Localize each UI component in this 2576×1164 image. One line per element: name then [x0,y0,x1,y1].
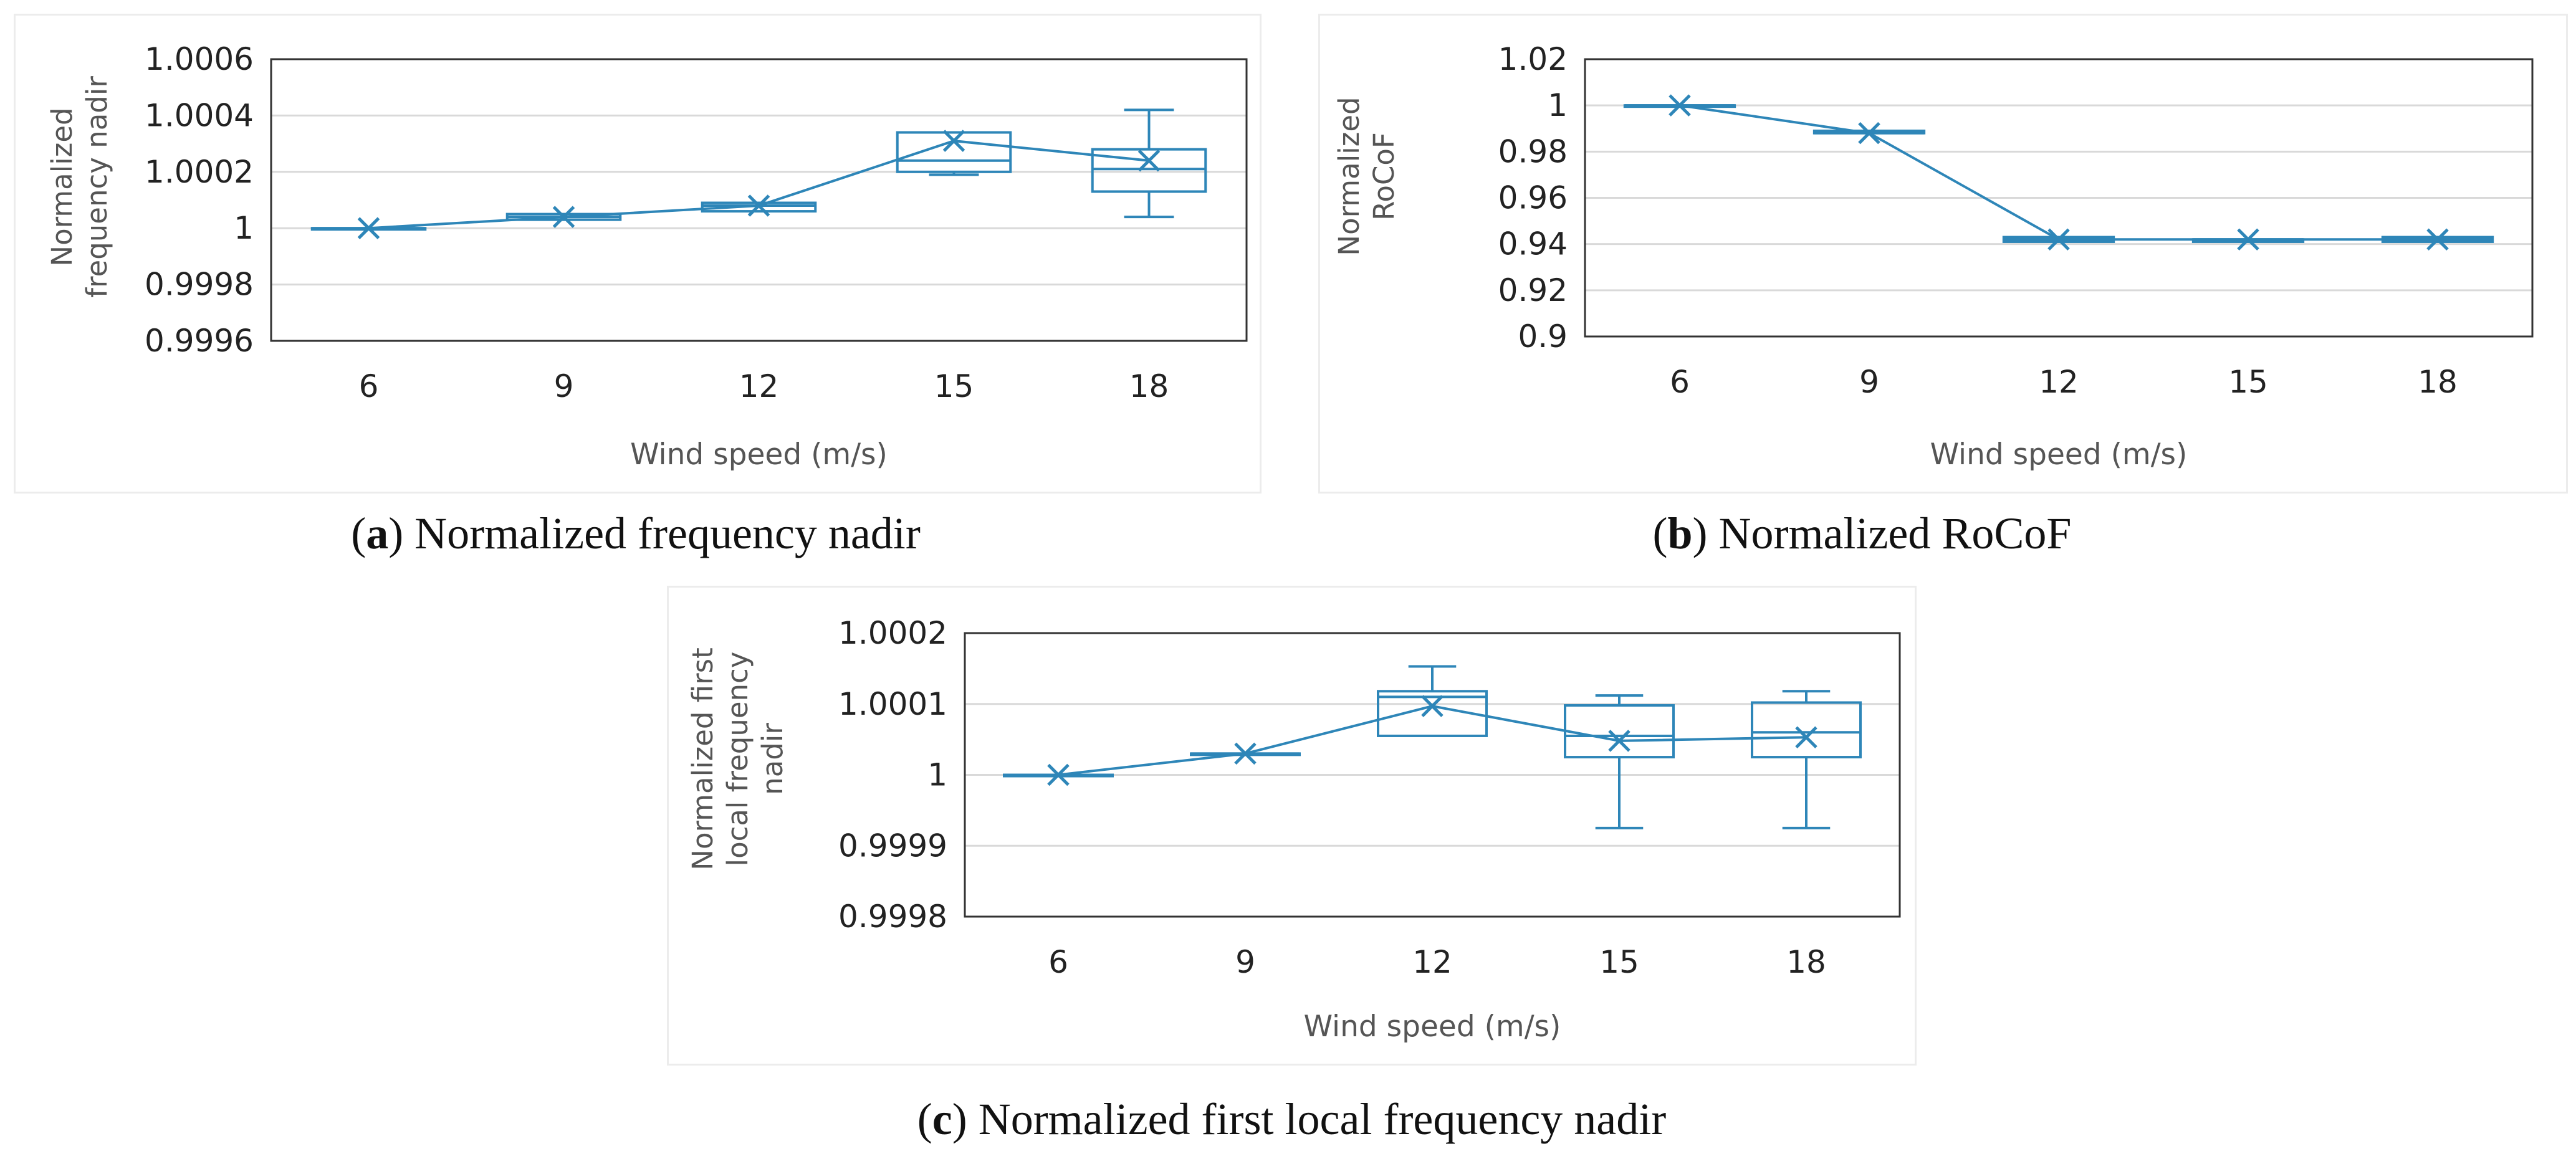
mean-marker [1608,730,1630,752]
y-tick-label: 1.02 [1498,41,1568,77]
box [1377,690,1488,737]
x-tick-label: 15 [2228,364,2268,400]
x-tick-label: 9 [554,368,574,404]
x-axis-label: Wind speed (m/s) [1304,1009,1561,1044]
y-axis-label-line: nadir [756,723,789,795]
x-tick-label: 12 [2039,364,2079,400]
plot-frame [270,58,1248,342]
caption-c-letter: c [932,1094,952,1144]
mean-marker [1047,763,1070,786]
caption-b-text: Normalized RoCoF [1707,508,2072,558]
y-tick-label: 0.94 [1498,226,1568,262]
y-tick-label: 1.0002 [838,615,947,651]
mean-marker [1137,149,1161,172]
mean-marker [2426,228,2449,251]
mean-line [1058,705,1807,776]
caption-a-letter: a [366,508,389,558]
x-tick-label: 18 [1786,944,1826,980]
y-tick-label: 0.9998 [838,899,947,935]
mean-marker [552,206,575,228]
caption-b: (b) Normalized RoCoF [1652,508,2072,558]
y-axis-label: Normalizedfrequency nadir [45,76,113,298]
y-tick-label: 1 [1548,87,1568,123]
mean-marker [1858,122,1880,145]
y-axis-label: Normalized firstlocal frequencynadir [686,647,789,870]
y-tick-label: 0.98 [1498,133,1568,169]
mean-marker [357,217,380,239]
caption-a-text: Normalized frequency nadir [403,508,921,558]
y-tick-label: 0.9998 [145,267,254,303]
box-series [1623,104,2494,243]
caption-c: (c) Normalized first local frequency nad… [917,1094,1667,1144]
chart-a: 0.9996 0.9998 1 1.0002 1.0004 1.0006 6 9 12 15 18 W… [45,41,1248,472]
x-axis-label: Wind speed (m/s) [1930,437,2188,472]
chart-b: 0.9 0.92 0.94 0.96 0.98 1 1.02 6 9 12 15 18 Wind spe… [1333,41,2534,472]
box [1091,148,1207,193]
y-tick-label: 0.9999 [838,828,947,864]
plot-frame [1584,58,2534,338]
y-axis-label-line: Normalized [1333,97,1366,255]
mean-marker [942,130,965,152]
mean-marker [1669,94,1691,117]
plot-frame [964,632,1901,918]
mean-marker [2047,228,2070,251]
caption-a: (a) Normalized frequency nadir [351,508,921,558]
panel-c: 0.9998 0.9999 1 1.0001 1.0002 6 9 12 15 18 Wind sp… [667,586,1917,1066]
mean-marker [1234,742,1257,765]
y-axis-label-line: Normalized first [686,647,719,870]
y-tick-label: 0.92 [1498,272,1568,308]
chart-c: 0.9998 0.9999 1 1.0001 1.0002 6 9 12 15 18 Wind sp… [686,615,1901,1044]
y-tick-label: 1.0006 [145,41,254,77]
box [1751,701,1862,759]
y-tick-label: 1 [234,210,254,246]
x-tick-label: 9 [1235,944,1255,980]
x-axis-label: Wind speed (m/s) [630,437,888,472]
mean-marker [2237,228,2259,251]
x-tick-label: 6 [1670,364,1690,400]
x-tick-label: 15 [1599,944,1639,980]
y-axis-label-line: local frequency [721,652,754,867]
box-series [1003,665,1862,829]
box [1564,704,1675,759]
x-tick-label: 18 [2418,364,2458,400]
x-tick-label: 12 [739,368,779,404]
x-tick-label: 12 [1412,944,1452,980]
caption-b-letter: b [1667,508,1693,558]
y-tick-label: 0.9 [1518,318,1568,355]
y-tick-label: 1.0004 [145,97,254,133]
x-tick-label: 6 [359,368,379,404]
y-axis-label-line: Normalized [45,107,79,266]
y-axis-label-line: frequency nadir [80,76,113,298]
box-series [310,108,1207,231]
mean-marker [1421,695,1444,717]
y-axis-label-line: RoCoF [1367,132,1401,221]
x-tick-label: 15 [934,368,974,404]
y-axis-label: NormalizedRoCoF [1333,97,1401,255]
x-tick-label: 6 [1048,944,1068,980]
mean-line [368,140,1149,230]
y-tick-label: 1.0002 [145,154,254,190]
x-tick-label: 18 [1129,368,1169,404]
y-tick-label: 0.9996 [145,323,254,359]
box [701,201,817,213]
y-tick-label: 0.96 [1498,180,1568,216]
x-tick-label: 9 [1859,364,1879,400]
y-tick-label: 1.0001 [838,686,947,722]
panel-a: 0.9996 0.9998 1 1.0002 1.0004 1.0006 6 9 12 15 18 W… [14,14,1262,494]
panel-b: 0.9 0.92 0.94 0.96 0.98 1 1.02 6 9 12 15 18 Wind spe… [1318,14,2568,494]
y-tick-label: 1 [927,757,947,793]
caption-c-text: Normalized first local frequency nadir [967,1094,1667,1144]
mean-line [1679,104,2438,241]
box [896,131,1012,173]
mean-marker [1795,726,1817,748]
mean-marker [747,194,770,217]
